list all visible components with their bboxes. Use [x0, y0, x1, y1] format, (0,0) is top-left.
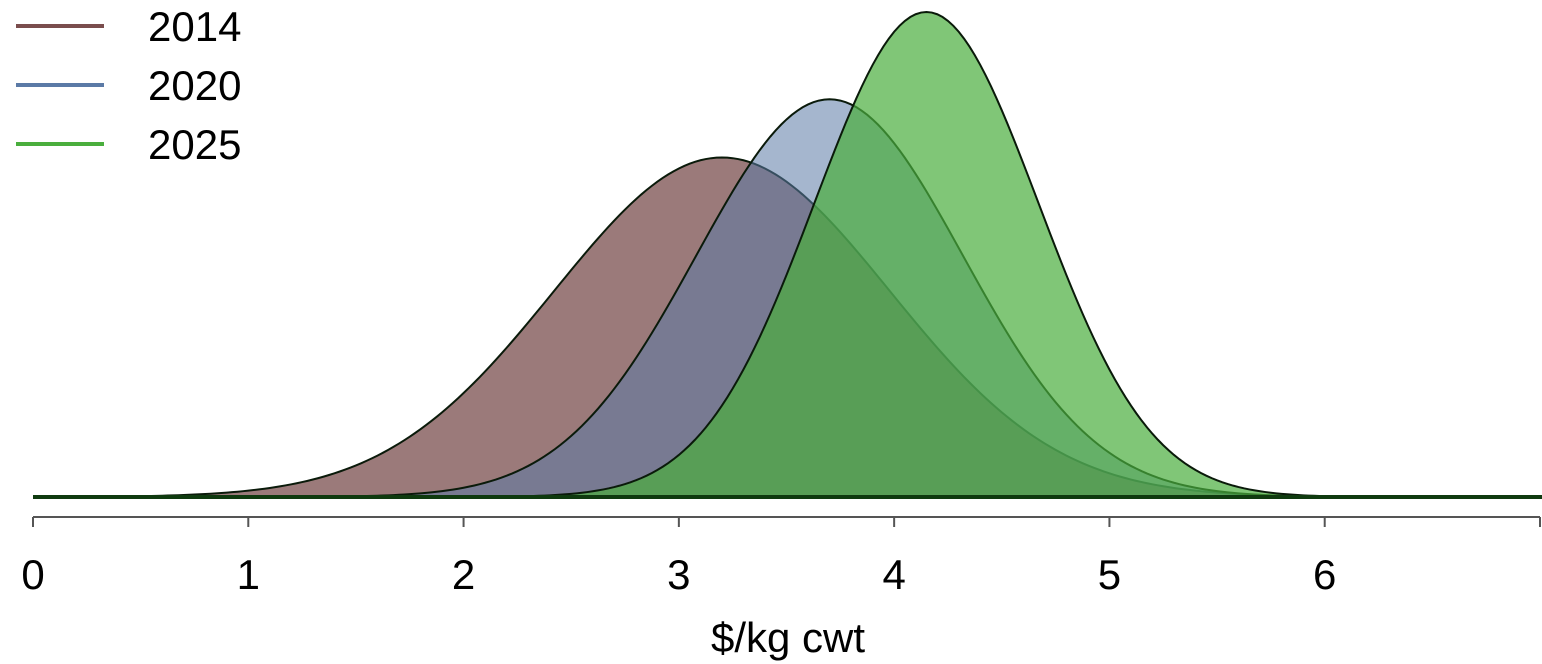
density-area-2025: [33, 12, 1540, 497]
x-tick-label: 7: [1540, 551, 1542, 598]
x-axis-label: $/kg cwt: [711, 614, 865, 661]
legend-label: 2014: [148, 3, 241, 50]
x-axis: 0 1 2 3 4 5 6 7: [21, 516, 1542, 598]
x-tick-label: 5: [1098, 551, 1121, 598]
x-tick-label: 2: [452, 551, 475, 598]
legend: 2014 2020 2025: [16, 3, 241, 168]
x-tick-label: 4: [882, 551, 905, 598]
x-tick-label: 1: [237, 551, 260, 598]
series-layer: [32, 10, 1542, 499]
legend-label: 2025: [148, 121, 241, 168]
x-tick-label: 3: [667, 551, 690, 598]
x-tick-label: 6: [1313, 551, 1336, 598]
x-tick-label: 0: [21, 551, 44, 598]
legend-label: 2020: [148, 62, 241, 109]
